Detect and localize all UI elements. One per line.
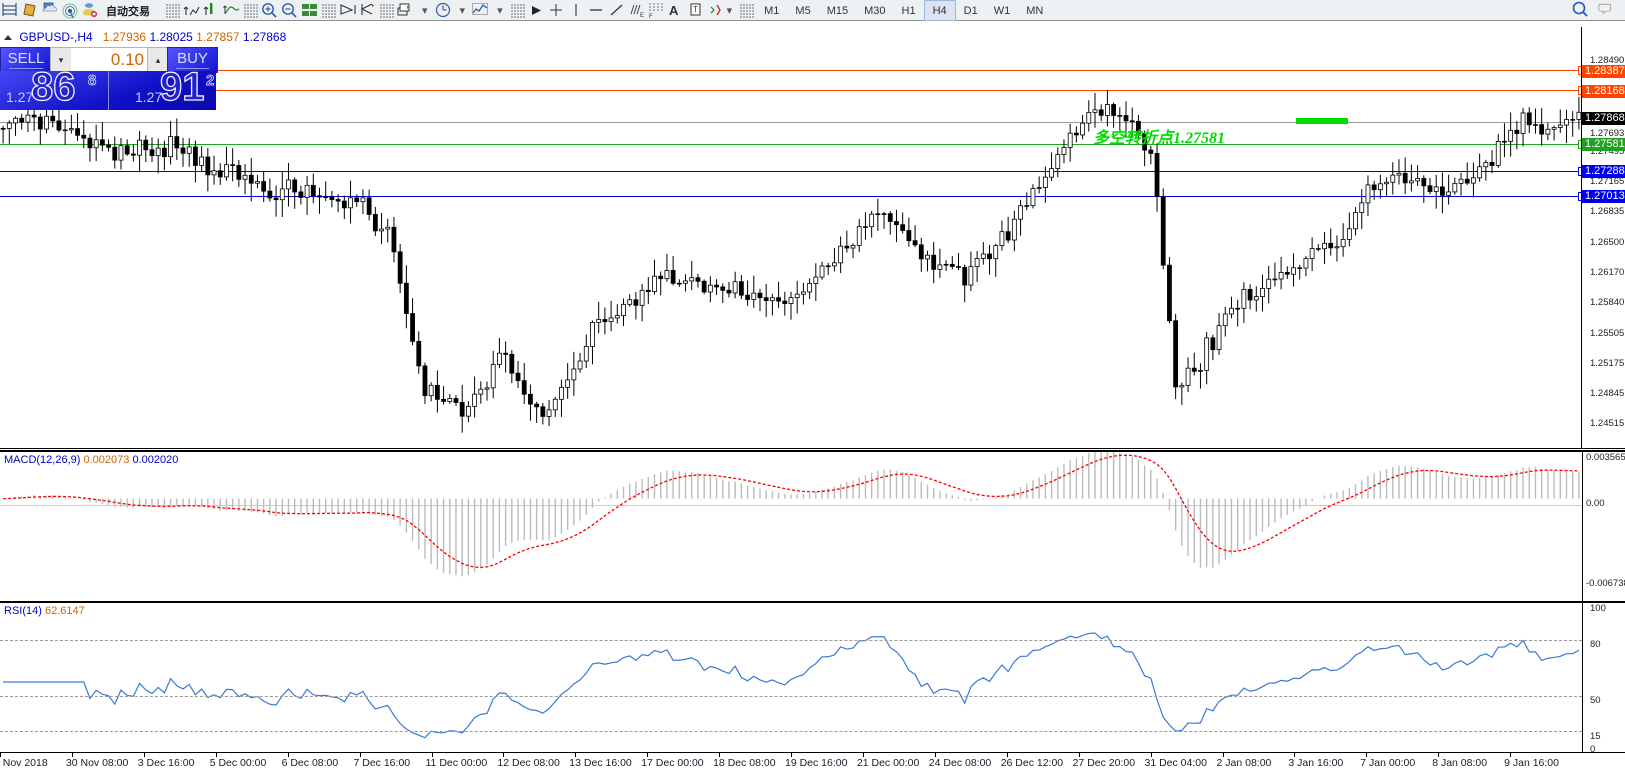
svg-text:E: E [640,13,644,19]
svg-text:T: T [693,5,698,14]
svg-text:A: A [669,3,679,18]
svg-text:F: F [649,14,653,20]
